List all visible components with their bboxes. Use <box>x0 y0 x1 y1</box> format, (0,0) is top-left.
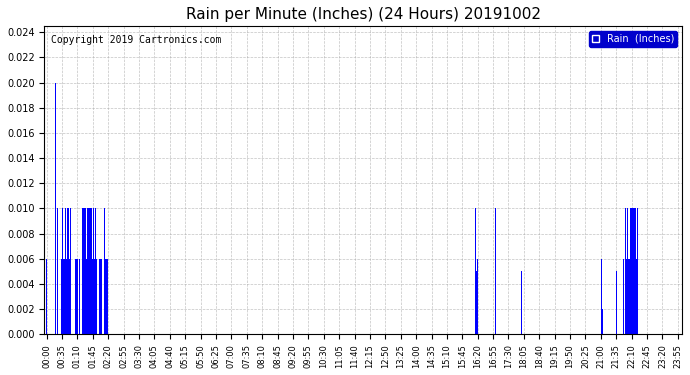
Title: Rain per Minute (Inches) (24 Hours) 20191002: Rain per Minute (Inches) (24 Hours) 2019… <box>186 7 541 22</box>
Legend: Rain  (Inches): Rain (Inches) <box>589 31 678 46</box>
Text: Copyright 2019 Cartronics.com: Copyright 2019 Cartronics.com <box>51 35 221 45</box>
